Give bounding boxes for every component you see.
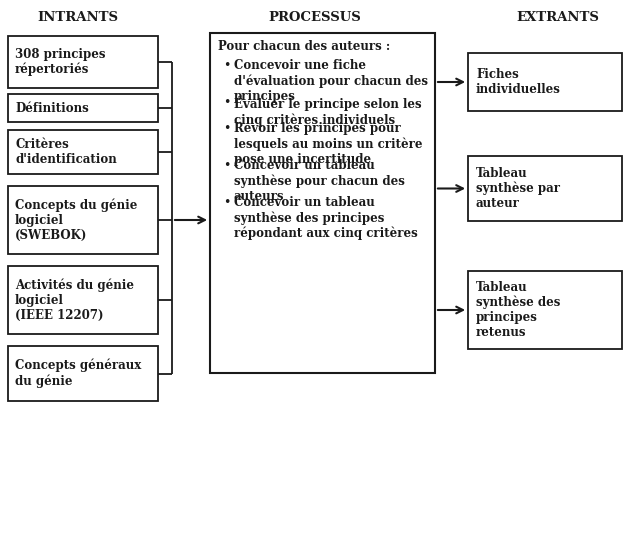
- Text: Concevoir un tableau
synthèse des principes
répondant aux cinq critères: Concevoir un tableau synthèse des princi…: [234, 196, 418, 240]
- Bar: [8, 346, 158, 401]
- Bar: [468, 271, 622, 349]
- Text: Activités du génie
logiciel
(IEEE 12207): Activités du génie logiciel (IEEE 12207): [15, 278, 134, 322]
- Text: 308 principes
répertoriés: 308 principes répertoriés: [15, 48, 106, 76]
- Text: Fiches
individuelles: Fiches individuelles: [476, 68, 561, 96]
- Bar: [8, 186, 158, 254]
- Bar: [8, 266, 158, 334]
- Text: •: •: [223, 196, 230, 209]
- Bar: [8, 130, 158, 174]
- Bar: [8, 36, 158, 88]
- Text: Revoir les principes pour
lesquels au moins un critère
pose une incertitude: Revoir les principes pour lesquels au mo…: [234, 122, 423, 166]
- Bar: [8, 94, 158, 122]
- Text: PROCESSUS: PROCESSUS: [269, 11, 362, 24]
- Text: Tableau
synthèse des
principes
retenus: Tableau synthèse des principes retenus: [476, 281, 560, 339]
- Text: INTRANTS: INTRANTS: [38, 11, 118, 24]
- Text: Concepts du génie
logiciel
(SWEBOK): Concepts du génie logiciel (SWEBOK): [15, 198, 137, 242]
- Text: Évaluer le principe selon les
cinq critères individuels: Évaluer le principe selon les cinq critè…: [234, 96, 421, 127]
- Text: Concevoir un tableau
synthèse pour chacun des
auteurs: Concevoir un tableau synthèse pour chacu…: [234, 159, 405, 202]
- Text: Concepts généraux
du génie: Concepts généraux du génie: [15, 359, 142, 388]
- Text: •: •: [223, 159, 230, 172]
- Text: •: •: [223, 96, 230, 109]
- Bar: [468, 53, 622, 111]
- Text: Concevoir une fiche
d'évaluation pour chacun des
principes: Concevoir une fiche d'évaluation pour ch…: [234, 59, 428, 103]
- Text: •: •: [223, 122, 230, 135]
- Text: Critères
d'identification: Critères d'identification: [15, 138, 117, 166]
- Text: EXTRANTS: EXTRANTS: [516, 11, 599, 24]
- Text: Tableau
synthèse par
auteur: Tableau synthèse par auteur: [476, 167, 560, 210]
- Text: •: •: [223, 59, 230, 72]
- Text: Pour chacun des auteurs :: Pour chacun des auteurs :: [218, 40, 390, 53]
- Text: Définitions: Définitions: [15, 102, 89, 115]
- Bar: [210, 33, 435, 373]
- Bar: [468, 156, 622, 221]
